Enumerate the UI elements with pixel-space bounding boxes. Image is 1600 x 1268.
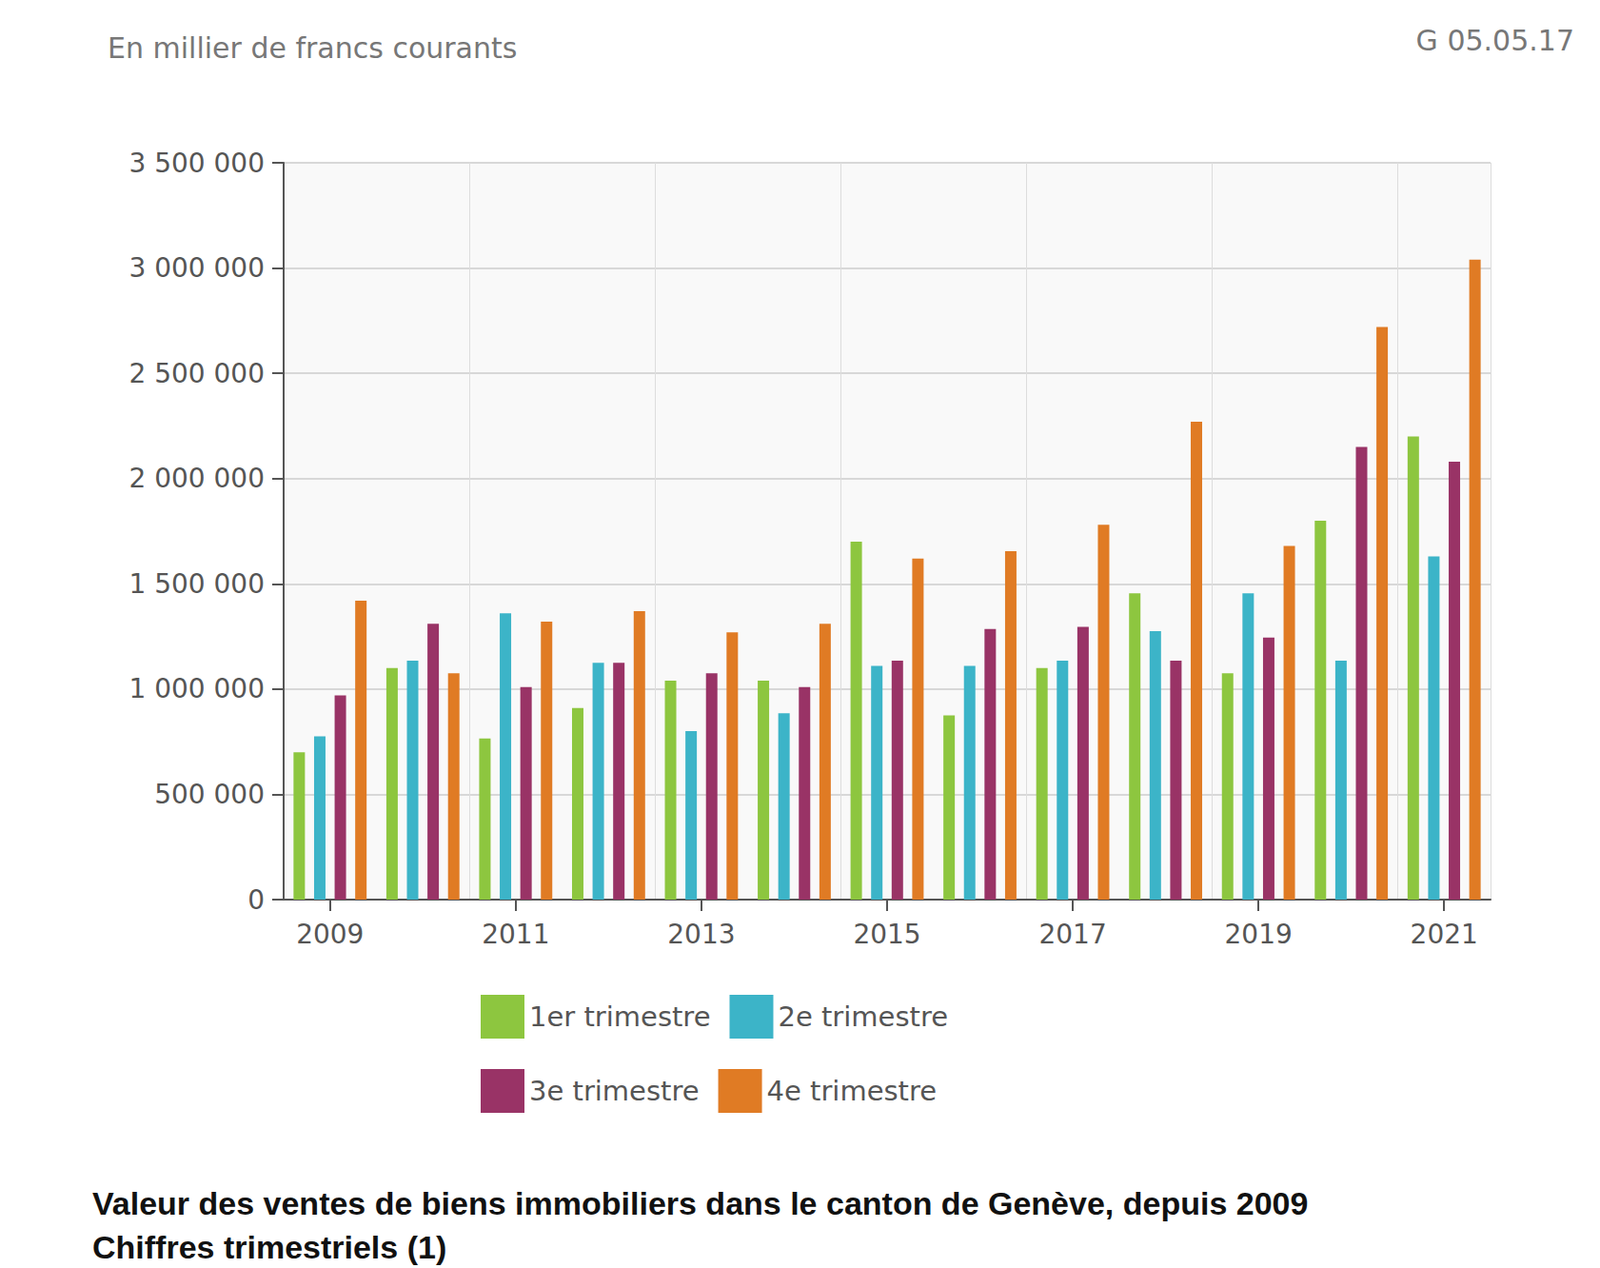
svg-text:2017: 2017 <box>1038 918 1107 950</box>
svg-text:3e trimestre: 3e trimestre <box>529 1074 700 1107</box>
svg-text:2 500 000: 2 500 000 <box>128 357 265 390</box>
svg-text:1 000 000: 1 000 000 <box>128 672 265 705</box>
svg-text:En millier de francs courants: En millier de francs courants <box>107 31 517 65</box>
svg-text:3 000 000: 3 000 000 <box>128 252 265 284</box>
svg-text:1er trimestre: 1er trimestre <box>529 1000 711 1033</box>
svg-text:2 000 000: 2 000 000 <box>128 462 265 494</box>
svg-text:3 500 000: 3 500 000 <box>128 147 265 179</box>
svg-text:0: 0 <box>247 884 265 916</box>
svg-text:2021: 2021 <box>1410 918 1479 950</box>
svg-text:Chiffres trimestriels (1): Chiffres trimestriels (1) <box>92 1228 447 1265</box>
svg-text:2011: 2011 <box>481 918 550 950</box>
svg-text:G 05.05.17: G 05.05.17 <box>1416 23 1575 58</box>
svg-text:1 500 000: 1 500 000 <box>128 568 265 600</box>
svg-text:2009: 2009 <box>296 918 364 950</box>
svg-text:Valeur des ventes de biens imm: Valeur des ventes de biens immobiliers d… <box>92 1185 1308 1222</box>
svg-text:2019: 2019 <box>1224 918 1293 950</box>
svg-text:4e trimestre: 4e trimestre <box>767 1074 938 1107</box>
svg-text:2013: 2013 <box>667 918 735 950</box>
svg-text:500 000: 500 000 <box>154 778 265 810</box>
svg-text:2e trimestre: 2e trimestre <box>777 1000 949 1033</box>
svg-text:2015: 2015 <box>852 918 921 950</box>
